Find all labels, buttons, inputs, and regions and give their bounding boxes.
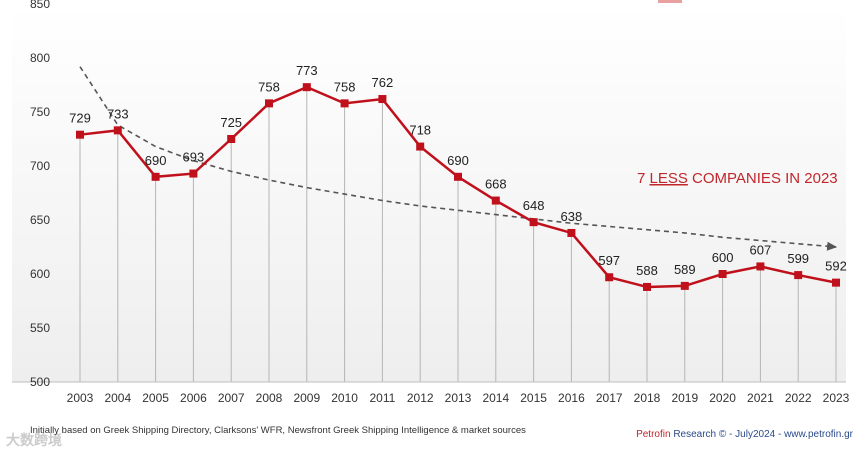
data-label: 599 (787, 251, 809, 266)
x-tick-label: 2006 (180, 391, 207, 405)
x-tick-label: 2017 (596, 391, 623, 405)
line-chart: 500 550 600 650 700 750 800 850 2003 2004 2005 200… (12, 0, 850, 405)
data-point (416, 142, 425, 151)
data-point (378, 95, 387, 104)
data-label: 668 (485, 177, 507, 192)
data-label: 758 (258, 79, 280, 94)
data-label: 597 (598, 253, 620, 268)
y-tick-label: 750 (30, 105, 50, 119)
data-point (567, 228, 576, 237)
data-point (529, 218, 538, 227)
data-label: 733 (107, 106, 129, 121)
data-label: 725 (220, 115, 242, 130)
data-point (76, 130, 84, 139)
y-tick-label: 850 (30, 0, 50, 11)
x-tick-label: 2014 (482, 391, 509, 405)
trend-line (79, 66, 838, 251)
x-tick-label: 2009 (293, 391, 320, 405)
data-point (680, 281, 689, 290)
y-tick-label: 800 (30, 51, 50, 65)
data-point (605, 273, 614, 282)
data-label: 607 (750, 242, 772, 257)
data-label: 690 (447, 153, 469, 168)
x-tick-label: 2022 (785, 391, 812, 405)
data-point (113, 126, 122, 135)
data-label: 718 (409, 123, 431, 138)
data-point (189, 169, 198, 178)
data-point (151, 172, 160, 181)
data-label: 589 (674, 262, 696, 277)
credit-note: Petrofin Research © - July2024 - www.pet… (636, 429, 853, 440)
y-tick-label: 700 (30, 159, 50, 173)
x-tick-label: 2015 (520, 391, 547, 405)
data-label: 762 (372, 75, 394, 90)
x-tick-label: 2021 (747, 391, 774, 405)
data-point (718, 270, 727, 278)
y-tick-label: 650 (30, 213, 50, 227)
data-label: 592 (825, 259, 847, 274)
x-tick-label: 2016 (558, 391, 585, 405)
x-tick-label: 2023 (823, 391, 850, 405)
x-tick-label: 2013 (445, 391, 472, 405)
data-label: 758 (334, 79, 356, 94)
credit-text: Research © - July2024 - www.petrofin.gr (670, 429, 853, 440)
plot-area (12, 4, 846, 382)
x-tick-label: 2020 (709, 391, 736, 405)
data-point (227, 135, 236, 143)
data-point (643, 282, 651, 291)
data-label: 693 (183, 150, 205, 165)
data-point (340, 99, 349, 108)
x-tick-label: 2003 (67, 391, 94, 405)
watermark: 大数跨境 (6, 433, 62, 449)
data-point (454, 172, 462, 181)
x-tick-label: 2010 (331, 391, 358, 405)
x-tick-label: 2007 (218, 391, 245, 405)
data-point (302, 83, 311, 92)
y-tick-label: 550 (30, 321, 50, 335)
data-point (491, 196, 500, 205)
data-label: 648 (523, 198, 545, 213)
data-label: 638 (561, 209, 583, 224)
x-tick-label: 2004 (104, 391, 131, 405)
source-note: Initially based on Greek Shipping Direct… (30, 425, 526, 436)
data-point (756, 262, 765, 271)
credit-brand: Petrofin (636, 429, 671, 440)
annotation-text: 7 LESS COMPANIES IN 2023 (637, 170, 838, 187)
data-label: 690 (145, 153, 167, 168)
data-point (794, 271, 803, 280)
x-tick-label: 2011 (369, 391, 395, 405)
x-tick-label: 2018 (634, 391, 661, 405)
data-label: 588 (636, 263, 658, 278)
x-tick-label: 2005 (142, 391, 169, 405)
data-label: 729 (69, 111, 91, 126)
data-label: 773 (296, 63, 318, 78)
data-point (265, 99, 273, 108)
x-tick-label: 2008 (256, 391, 283, 405)
x-tick-label: 2019 (671, 391, 698, 405)
y-tick-label: 600 (30, 267, 50, 281)
top-edge-mark (658, 0, 682, 3)
x-tick-label: 2012 (407, 391, 434, 405)
data-label: 600 (712, 250, 734, 265)
data-point (832, 278, 840, 287)
y-tick-label: 500 (30, 375, 50, 389)
